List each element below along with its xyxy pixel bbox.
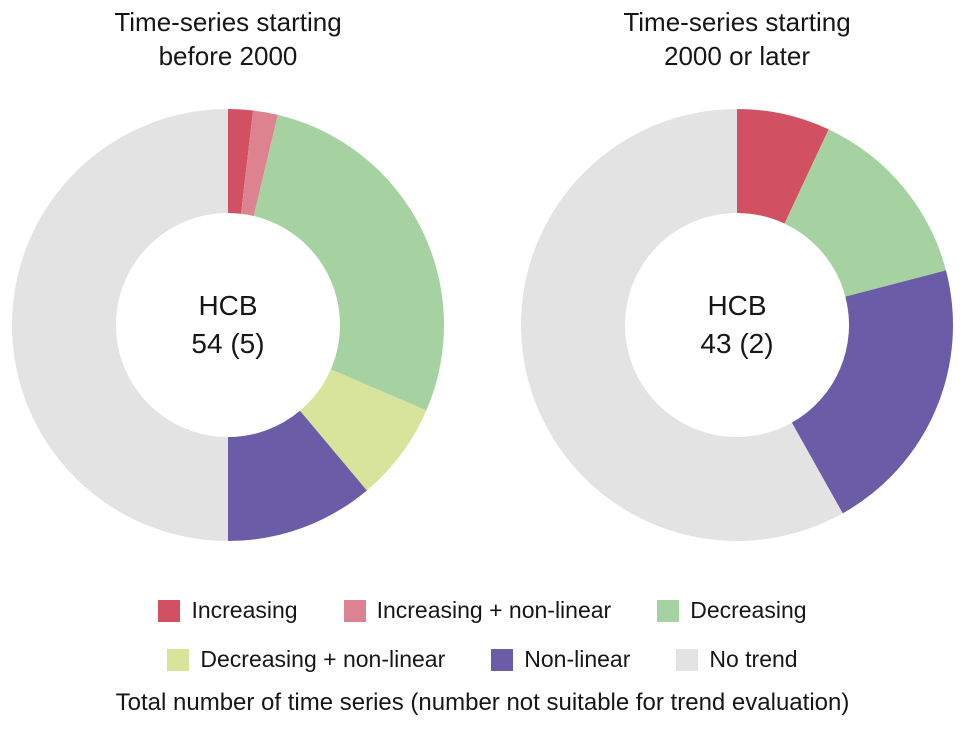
decreasing-swatch-icon: [657, 599, 680, 622]
slice-increasing: [737, 109, 829, 224]
legend-label: Increasing + non-linear: [376, 597, 612, 623]
slice-no-trend: [12, 109, 228, 541]
legend-row-1: Increasing Increasing + non-linear Decre…: [0, 597, 965, 624]
increasing-swatch-icon: [158, 599, 181, 622]
chart-title-before-2000: Time-series starting before 2000: [13, 5, 443, 73]
legend-item-increasing-nonlinear: Increasing + non-linear: [343, 597, 612, 624]
legend-label: Decreasing + non-linear: [200, 646, 446, 672]
slice-decreasing: [253, 114, 444, 411]
legend-label: Non-linear: [524, 646, 631, 672]
decreasing-nonlinear-swatch-icon: [167, 648, 190, 671]
legend-item-decreasing: Decreasing: [657, 597, 807, 624]
increasing-nonlinear-swatch-icon: [343, 599, 366, 622]
legend-item-decreasing-nonlinear: Decreasing + non-linear: [167, 646, 445, 673]
slice-decreasing: [784, 129, 946, 297]
slice-non-linear: [228, 410, 367, 541]
legend-label: Increasing: [191, 597, 298, 623]
legend-item-no-trend: No trend: [676, 646, 798, 673]
chart-title-line: before 2000: [158, 41, 298, 71]
chart-title-line: Time-series starting: [623, 7, 851, 37]
legend-item-increasing: Increasing: [158, 597, 298, 624]
legend-item-nonlinear: Non-linear: [491, 646, 630, 673]
nonlinear-swatch-icon: [491, 648, 514, 671]
legend-row-2: Decreasing + non-linear Non-linear No tr…: [0, 646, 965, 673]
slice-increasing-non-linear: [241, 110, 278, 217]
chart-title-line: Time-series starting: [114, 7, 342, 37]
slice-increasing: [228, 109, 254, 214]
donut-chart-2000-or-later: [520, 108, 954, 541]
slice-non-linear: [791, 270, 954, 514]
slice-no-trend: [520, 108, 843, 541]
legend-label: Decreasing: [690, 597, 807, 623]
donut-chart-before-2000: [12, 109, 444, 541]
chart-title-2000-or-later: Time-series starting 2000 or later: [522, 5, 952, 73]
chart-title-line: 2000 or later: [664, 41, 810, 71]
slice-decreasing-non-linear: [299, 369, 427, 491]
legend-label: No trend: [709, 646, 798, 672]
no-trend-swatch-icon: [676, 648, 699, 671]
figure-caption: Total number of time series (number not …: [115, 689, 850, 716]
